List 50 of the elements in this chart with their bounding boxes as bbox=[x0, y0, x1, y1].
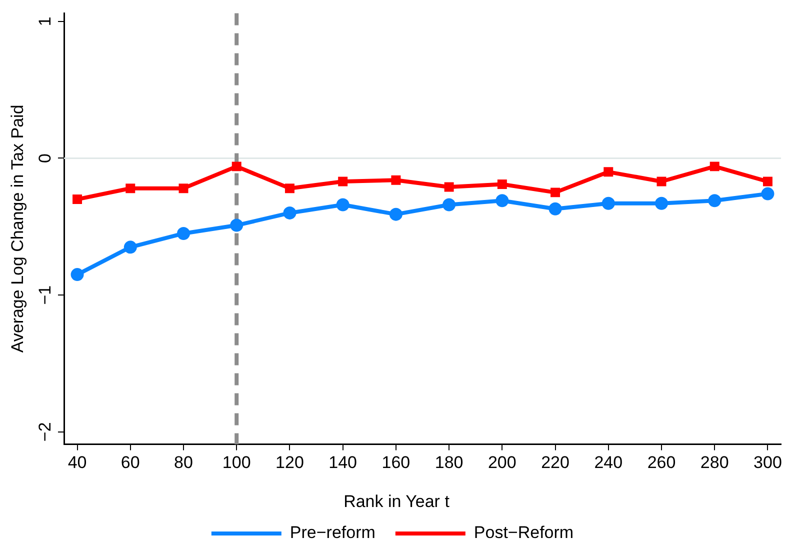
point bbox=[550, 188, 560, 198]
point bbox=[126, 184, 136, 194]
legend-label: Pre−reform bbox=[290, 523, 376, 542]
point bbox=[391, 175, 401, 185]
point bbox=[338, 176, 348, 186]
x-tick-label: 280 bbox=[700, 453, 729, 472]
y-tick-label: −1 bbox=[36, 285, 55, 305]
point bbox=[72, 194, 82, 204]
point bbox=[548, 202, 562, 216]
y-tick-label: −2 bbox=[36, 422, 55, 442]
x-tick-label: 160 bbox=[382, 453, 410, 472]
x-axis-title: Rank in Year t bbox=[342, 492, 450, 512]
x-tick-label: 120 bbox=[276, 453, 304, 472]
point bbox=[444, 182, 454, 192]
point bbox=[336, 198, 350, 212]
point bbox=[232, 162, 242, 172]
point bbox=[230, 218, 244, 232]
point bbox=[497, 179, 507, 189]
x-tick-label: 240 bbox=[594, 453, 623, 472]
y-axis-title: Average Log Change in Tax Paid bbox=[8, 104, 27, 353]
y-tick-label: 0 bbox=[36, 154, 55, 163]
point bbox=[389, 208, 402, 221]
x-tick-label: 180 bbox=[434, 453, 464, 472]
x-tick-label: 300 bbox=[754, 453, 782, 472]
point bbox=[710, 162, 720, 172]
x-tick-label: 40 bbox=[68, 453, 87, 472]
x-tick-label: 140 bbox=[328, 453, 358, 472]
x-tick-label: 260 bbox=[647, 453, 676, 472]
legend-label: Post−Reform bbox=[474, 523, 574, 542]
x-tick-label: 100 bbox=[222, 453, 251, 472]
point bbox=[442, 198, 456, 212]
point bbox=[761, 187, 774, 200]
point bbox=[602, 196, 615, 210]
point bbox=[655, 196, 668, 210]
point bbox=[177, 226, 190, 240]
point bbox=[656, 176, 666, 186]
x-tick-label: 80 bbox=[174, 453, 193, 472]
point bbox=[70, 268, 84, 282]
point bbox=[284, 184, 294, 194]
point bbox=[604, 167, 614, 177]
point bbox=[708, 194, 722, 208]
y-tick-label: 1 bbox=[36, 16, 55, 26]
point bbox=[283, 206, 296, 220]
x-tick-label: 60 bbox=[120, 453, 140, 472]
x-tick-label: 200 bbox=[488, 453, 516, 472]
point bbox=[124, 240, 137, 254]
x-tick-label: 220 bbox=[541, 453, 570, 472]
point bbox=[762, 176, 772, 186]
point bbox=[496, 194, 509, 208]
point bbox=[178, 184, 188, 194]
